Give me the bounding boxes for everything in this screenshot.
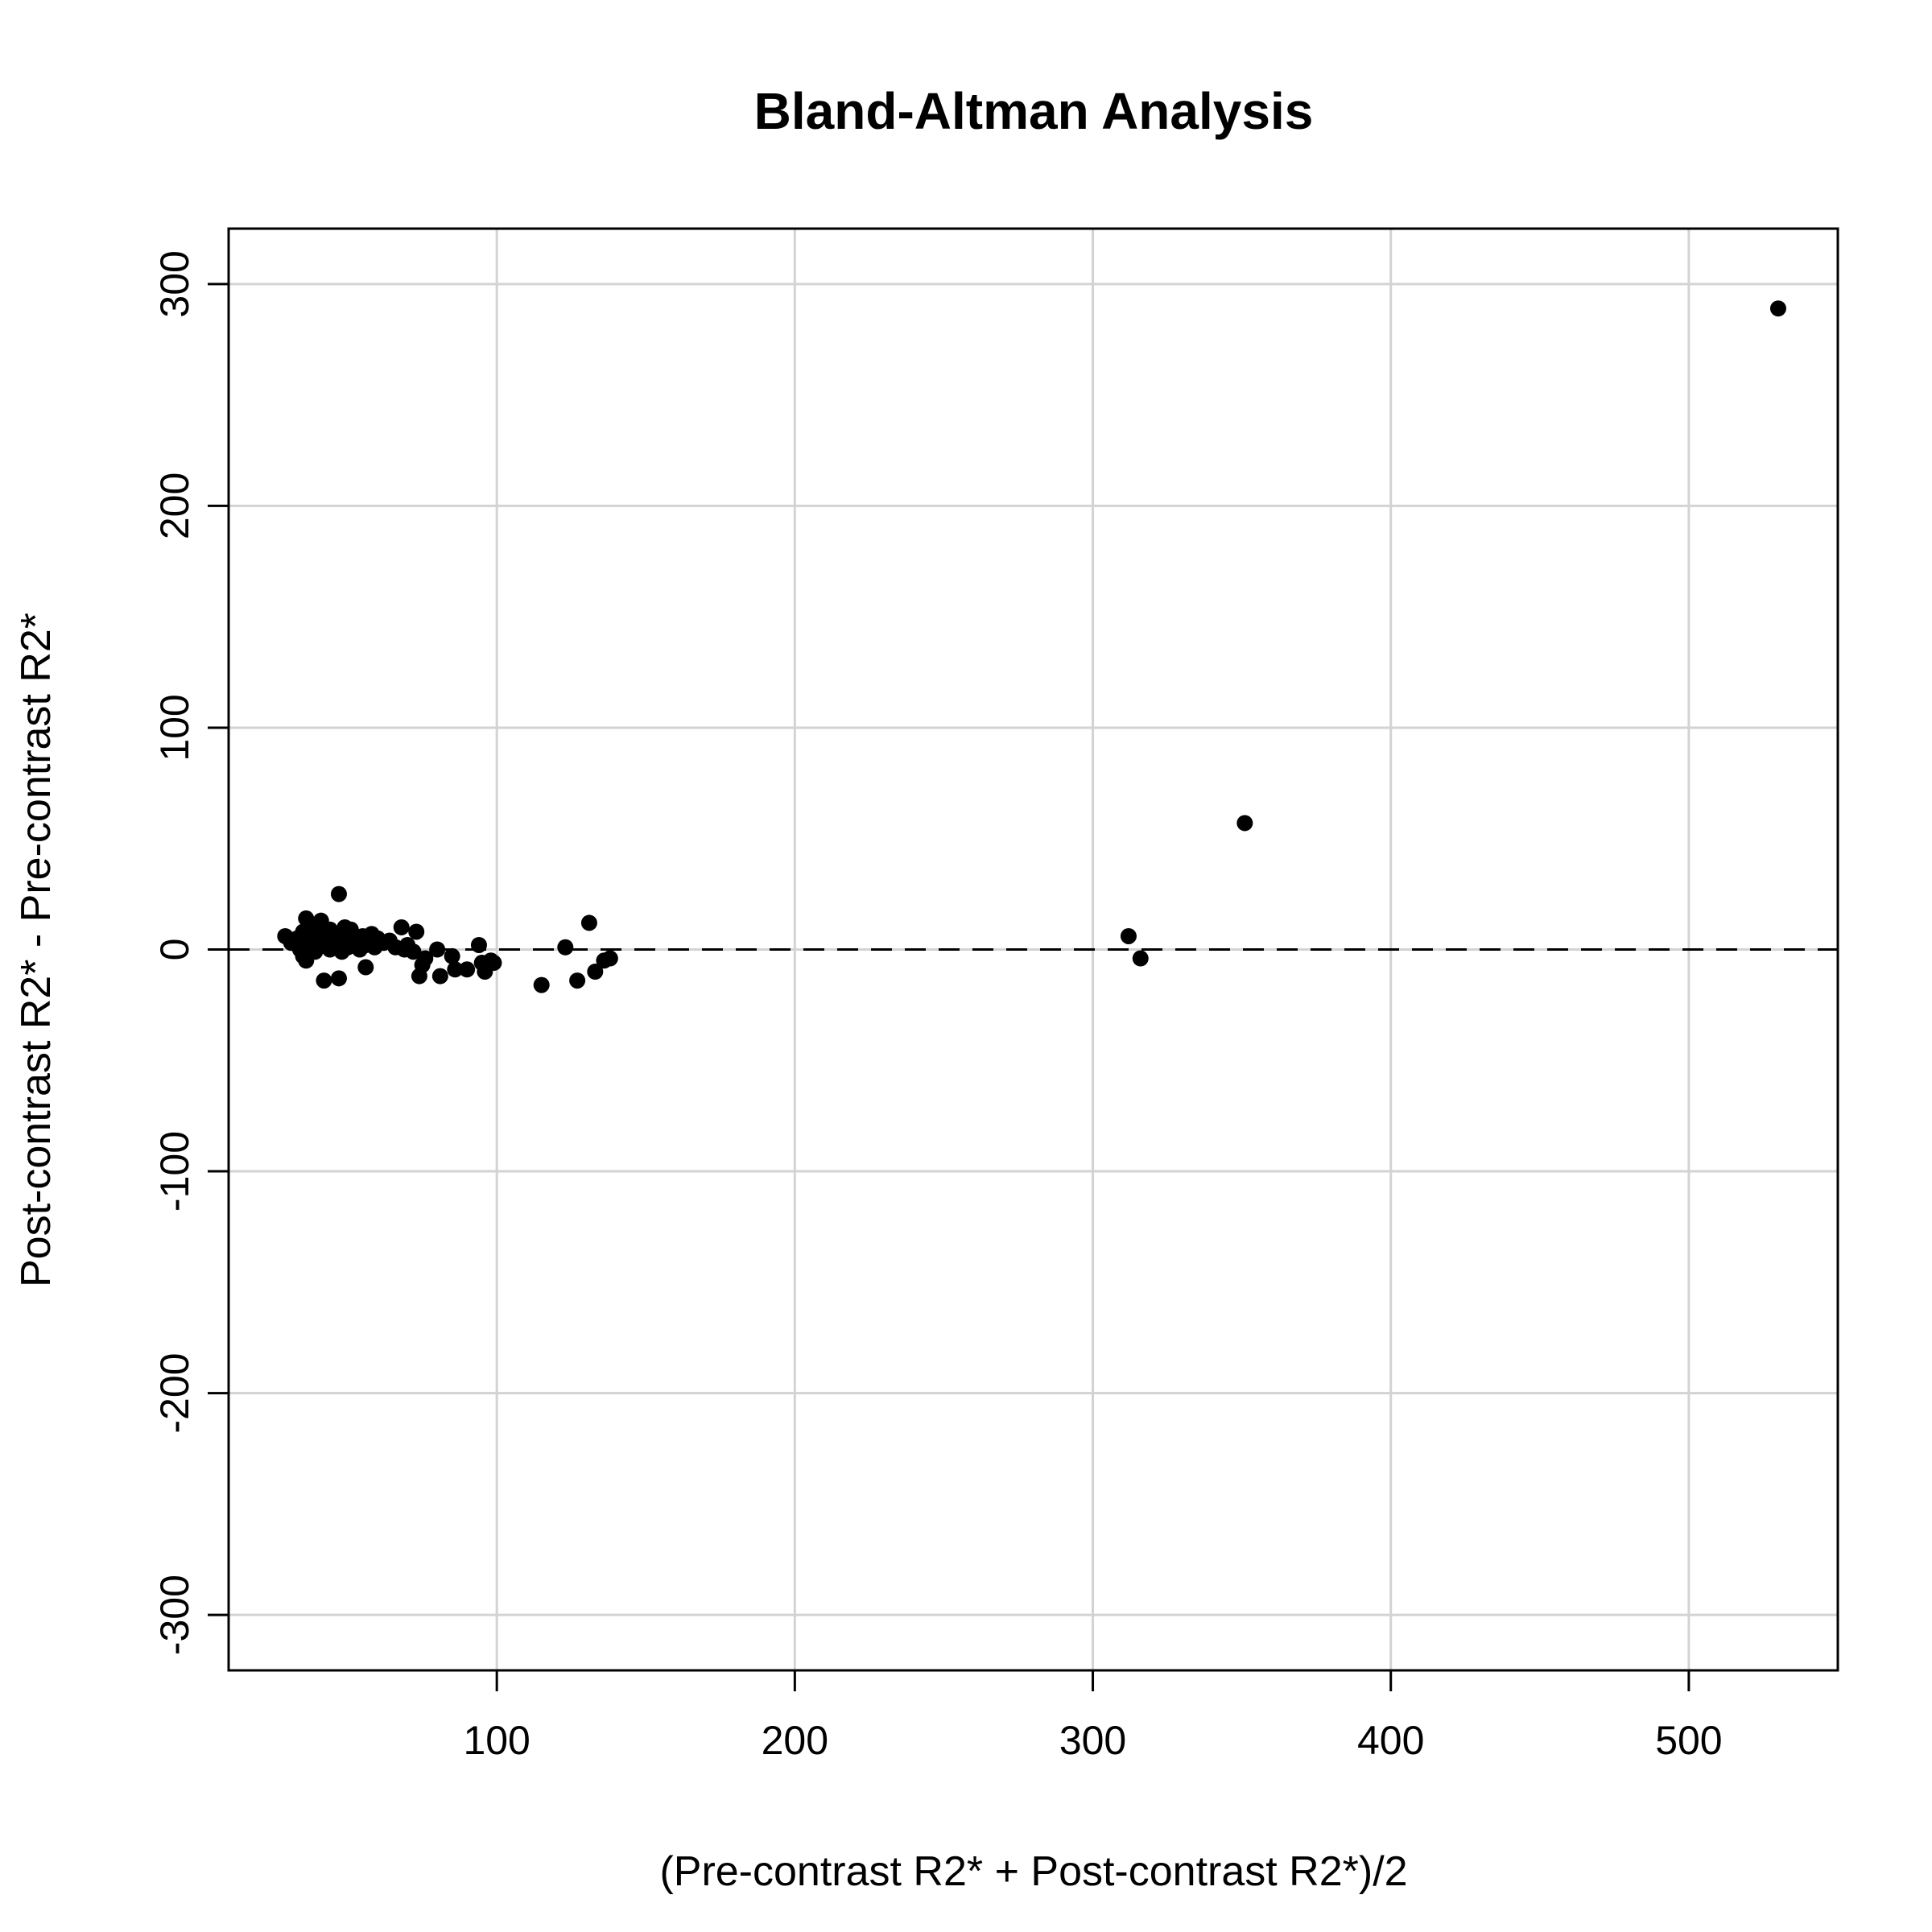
x-tick-label-200: 200 bbox=[762, 1718, 828, 1763]
data-point-69 bbox=[1120, 927, 1137, 944]
data-point-55 bbox=[447, 961, 464, 978]
data-point-48 bbox=[408, 923, 425, 940]
data-point-47 bbox=[405, 943, 422, 960]
y-tick-label--300: -300 bbox=[152, 1575, 197, 1655]
data-point-57 bbox=[470, 936, 487, 953]
data-point-63 bbox=[557, 939, 574, 956]
data-point-71 bbox=[1236, 815, 1253, 832]
data-point-64 bbox=[569, 972, 586, 989]
data-point-68 bbox=[601, 950, 618, 967]
data-point-51 bbox=[417, 950, 434, 967]
data-point-72 bbox=[1769, 300, 1786, 317]
data-point-44 bbox=[393, 919, 410, 935]
x-tick-label-400: 400 bbox=[1357, 1718, 1424, 1763]
y-tick-label--200: -200 bbox=[152, 1353, 197, 1434]
data-point-66 bbox=[587, 964, 604, 980]
data-point-52 bbox=[429, 941, 446, 958]
chart-title: Bland-Altman Analysis bbox=[754, 82, 1314, 140]
y-axis-ticks: -300 -200 -100 0 100 200 300 bbox=[152, 250, 229, 1655]
y-tick-label-200: 200 bbox=[152, 473, 197, 539]
data-point-36 bbox=[357, 959, 374, 976]
data-point-17 bbox=[316, 972, 332, 989]
x-tick-label-100: 100 bbox=[463, 1718, 530, 1763]
y-tick-label-300: 300 bbox=[152, 250, 197, 317]
data-point-62 bbox=[533, 976, 550, 993]
y-tick-label-100: 100 bbox=[152, 694, 197, 761]
y-axis-label: Post-contrast R2* - Pre-contrast R2* bbox=[13, 613, 60, 1287]
data-point-23 bbox=[330, 886, 347, 902]
x-axis-ticks: 100 200 300 400 500 bbox=[463, 1670, 1723, 1763]
data-point-56 bbox=[459, 961, 476, 978]
x-tick-label-300: 300 bbox=[1059, 1718, 1126, 1763]
y-tick-label--100: -100 bbox=[152, 1131, 197, 1212]
data-point-24 bbox=[330, 970, 347, 987]
x-tick-label-500: 500 bbox=[1655, 1718, 1722, 1763]
data-point-53 bbox=[431, 968, 448, 985]
y-tick-label-0: 0 bbox=[152, 939, 197, 961]
data-point-61 bbox=[485, 955, 502, 972]
data-point-65 bbox=[580, 914, 597, 931]
x-axis-label: (Pre-contrast R2* + Post-contrast R2*)/2 bbox=[659, 1848, 1407, 1895]
data-point-54 bbox=[444, 947, 460, 964]
data-points bbox=[277, 300, 1786, 993]
data-point-70 bbox=[1132, 950, 1149, 967]
